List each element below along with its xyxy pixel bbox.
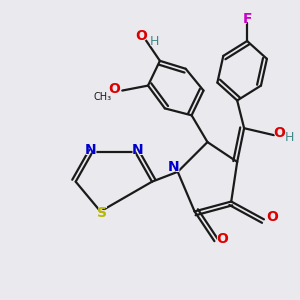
Text: O: O (134, 27, 148, 45)
Text: O: O (266, 210, 278, 224)
Text: H: H (149, 34, 159, 47)
Text: F: F (242, 10, 253, 28)
Text: CH₃: CH₃ (93, 92, 112, 101)
Text: O: O (107, 80, 122, 98)
Text: N: N (131, 143, 143, 157)
Text: H: H (284, 130, 296, 145)
Text: O: O (108, 82, 120, 96)
Text: S: S (98, 206, 107, 220)
Text: O: O (215, 230, 230, 248)
Text: S: S (96, 204, 108, 222)
Text: O: O (272, 124, 286, 142)
Text: H: H (285, 130, 294, 144)
Text: O: O (273, 126, 285, 140)
Text: N: N (84, 141, 98, 159)
Text: H: H (148, 34, 160, 49)
Text: N: N (167, 158, 181, 176)
Text: F: F (242, 12, 252, 26)
Text: O: O (265, 208, 279, 226)
Text: N: N (130, 141, 144, 159)
Text: N: N (85, 143, 96, 157)
Text: O: O (216, 232, 228, 246)
Text: N: N (168, 160, 180, 174)
Text: O: O (135, 29, 147, 43)
